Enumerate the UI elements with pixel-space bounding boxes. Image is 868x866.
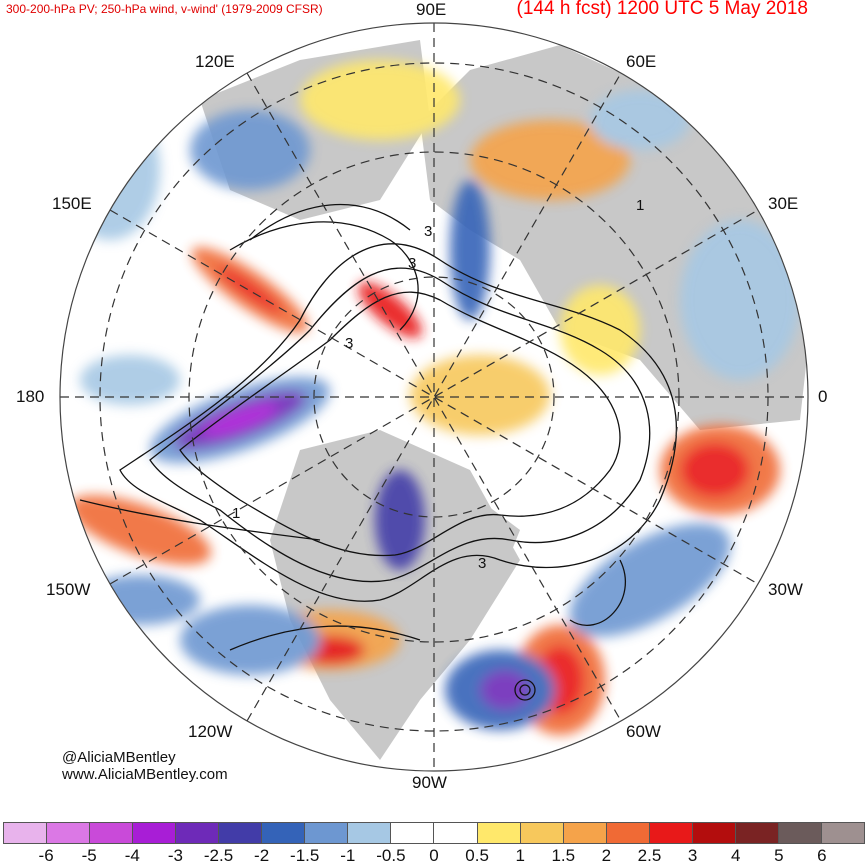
credit-website: www.AliciaMBentley.com bbox=[62, 766, 228, 783]
colorbar-swatch bbox=[778, 823, 822, 843]
colorbar: -6 -5 -4 -3 -2.5 -2 -1.5 -1 -0.5 0 0.5 1 1.5 2 2.5 3 4 5 6 bbox=[0, 822, 868, 865]
colorbar-tick-label: 2.5 bbox=[637, 846, 662, 865]
colorbar-swatch bbox=[520, 823, 564, 843]
colorbar-swatch bbox=[434, 823, 478, 843]
colorbar-swatch bbox=[735, 823, 779, 843]
colorbar-swatch bbox=[821, 823, 864, 843]
contour-label-group: 3 3 3 1 1 3 bbox=[232, 197, 644, 572]
colorbar-swatches bbox=[3, 822, 865, 844]
graticule bbox=[60, 23, 808, 771]
colorbar-tick-label: -2 bbox=[254, 846, 270, 865]
colorbar-tick-label: -5 bbox=[81, 846, 97, 865]
lon-label-30e: 30E bbox=[768, 194, 799, 213]
colorbar-swatch bbox=[692, 823, 736, 843]
contour-label: 3 bbox=[345, 335, 353, 352]
lon-label-120w: 120W bbox=[188, 722, 233, 741]
map-title-left: 300-200-hPa PV; 250-hPa wind, v-wind' (1… bbox=[6, 2, 323, 16]
colorbar-swatch bbox=[348, 823, 392, 843]
colorbar-tick-label: 0.5 bbox=[465, 846, 489, 865]
colorbar-tick-label: 4 bbox=[730, 846, 741, 865]
colorbar-tick-label: -3 bbox=[167, 846, 183, 865]
lon-label-150e: 150E bbox=[52, 194, 92, 213]
colorbar-swatch bbox=[563, 823, 607, 843]
colorbar-swatch bbox=[47, 823, 91, 843]
lon-label-150w: 150W bbox=[46, 580, 91, 599]
colorbar-tick-label: -4 bbox=[124, 846, 140, 865]
lon-label-120e: 120E bbox=[195, 52, 235, 71]
colorbar-swatch bbox=[219, 823, 263, 843]
lon-label-60e: 60E bbox=[626, 52, 657, 71]
lon-label-90e: 90E bbox=[416, 0, 447, 19]
colorbar-tick-label: -0.5 bbox=[376, 846, 406, 865]
contour-label: 3 bbox=[478, 555, 486, 572]
colorbar-tick-label: 3 bbox=[687, 846, 698, 865]
map-title-right: (144 h fcst) 1200 UTC 5 May 2018 bbox=[516, 0, 808, 19]
colorbar-tick-label: -1 bbox=[340, 846, 356, 865]
colorbar-tick-label: 6 bbox=[817, 846, 827, 865]
credit-handle: @AliciaMBentley bbox=[62, 749, 176, 766]
colorbar-swatch bbox=[305, 823, 349, 843]
colorbar-swatch bbox=[606, 823, 650, 843]
polar-map: 3 3 3 1 1 3 bbox=[59, 22, 809, 772]
colorbar-tick-label: -1.5 bbox=[290, 846, 320, 865]
contour-label: 3 bbox=[424, 223, 432, 240]
colorbar-swatch bbox=[90, 823, 134, 843]
colorbar-tick-label: -6 bbox=[38, 846, 54, 865]
pv-contours bbox=[79, 203, 677, 701]
colorbar-swatch bbox=[4, 823, 48, 843]
lon-label-60w: 60W bbox=[626, 722, 661, 741]
colorbar-swatch bbox=[133, 823, 177, 843]
lon-label-180: 180 bbox=[16, 387, 45, 406]
colorbar-tick-label: 0 bbox=[429, 846, 439, 865]
colorbar-swatch bbox=[262, 823, 306, 843]
colorbar-swatch bbox=[649, 823, 693, 843]
colorbar-tick-label: 2 bbox=[601, 846, 612, 865]
colorbar-tick-label: 5 bbox=[774, 846, 784, 865]
colorbar-swatch bbox=[477, 823, 521, 843]
colorbar-swatch bbox=[391, 823, 435, 843]
lon-label-0: 0 bbox=[818, 387, 828, 406]
colorbar-tick-label: 1 bbox=[515, 846, 525, 865]
lon-label-90w: 90W bbox=[412, 773, 447, 792]
map-boundary bbox=[59, 22, 809, 772]
colorbar-tick-label: 1.5 bbox=[551, 846, 576, 865]
colorbar-tick-label: -2.5 bbox=[203, 846, 234, 865]
contour-label: 1 bbox=[232, 505, 240, 522]
contour-label: 3 bbox=[408, 255, 416, 272]
lon-label-30w: 30W bbox=[768, 580, 803, 599]
colorbar-swatch bbox=[176, 823, 220, 843]
contour-label: 1 bbox=[636, 197, 644, 214]
